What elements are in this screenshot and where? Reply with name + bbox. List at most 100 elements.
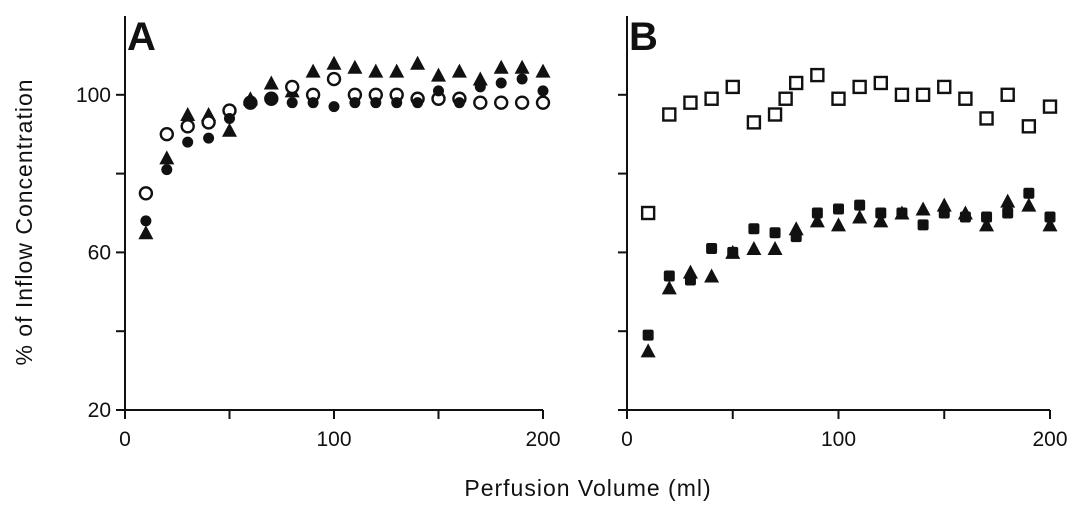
data-point <box>391 97 403 109</box>
panel-label: B <box>629 15 658 59</box>
data-point <box>852 209 868 224</box>
data-point <box>767 240 783 255</box>
data-point <box>473 95 488 110</box>
data-point <box>746 240 762 255</box>
data-point <box>640 205 656 221</box>
data-point <box>725 79 740 95</box>
data-point <box>917 219 929 231</box>
x-tick-label: 0 <box>621 428 633 451</box>
data-point <box>704 91 719 106</box>
data-point <box>915 201 931 216</box>
data-point <box>495 77 507 89</box>
data-point <box>263 75 279 90</box>
data-point <box>286 97 298 109</box>
data-point <box>1042 99 1058 114</box>
data-point <box>326 55 342 70</box>
data-point <box>937 79 952 95</box>
data-point <box>936 197 952 212</box>
data-point <box>514 59 530 74</box>
data-point <box>472 71 488 86</box>
data-point <box>161 164 173 176</box>
data-point <box>349 97 361 109</box>
data-point <box>1042 217 1058 232</box>
panel-label: A <box>127 15 156 59</box>
data-point <box>451 63 467 78</box>
data-point <box>180 119 195 134</box>
data-point <box>1021 119 1037 134</box>
data-point <box>326 71 342 87</box>
data-point <box>203 132 215 144</box>
data-point <box>514 95 530 110</box>
y-axis-title: % of Inflow Concentration <box>11 78 37 365</box>
data-point <box>789 75 804 91</box>
data-point <box>811 207 823 219</box>
data-point <box>979 111 994 126</box>
data-point <box>140 215 152 227</box>
data-point <box>661 280 677 295</box>
data-point <box>981 211 993 223</box>
data-point <box>1000 193 1016 208</box>
data-point <box>809 213 825 228</box>
data-point <box>222 122 237 137</box>
data-point <box>831 217 846 232</box>
data-point <box>706 242 718 254</box>
y-tick-label: 20 <box>88 399 111 422</box>
data-point <box>642 329 654 341</box>
x-axis-title: Perfusion Volume (ml) <box>464 475 711 501</box>
data-point <box>704 268 720 283</box>
data-point <box>431 67 446 82</box>
data-point <box>854 199 866 211</box>
data-point <box>1000 87 1015 103</box>
x-tick-label: 0 <box>119 428 131 451</box>
data-point <box>265 93 277 105</box>
x-tick-label: 100 <box>821 428 856 451</box>
data-point <box>875 207 887 219</box>
data-point <box>201 115 216 130</box>
data-point <box>494 95 509 110</box>
data-point <box>810 67 825 83</box>
data-point <box>1002 207 1014 219</box>
x-tick-label: 100 <box>316 428 351 451</box>
data-point <box>182 136 194 148</box>
data-point <box>537 85 549 97</box>
data-point <box>683 95 698 110</box>
data-point <box>224 112 235 124</box>
data-point <box>535 95 551 110</box>
x-tick-label: 200 <box>525 428 560 451</box>
data-point <box>410 55 426 70</box>
data-point <box>180 107 196 121</box>
data-point <box>370 97 382 109</box>
data-point <box>769 227 781 239</box>
data-point <box>662 107 677 122</box>
data-point <box>368 63 384 78</box>
data-point <box>244 97 256 109</box>
data-point <box>663 270 675 282</box>
data-point <box>788 221 804 236</box>
data-point <box>873 75 888 91</box>
x-tick-label: 200 <box>1032 428 1067 451</box>
data-point <box>347 59 363 74</box>
data-point <box>307 97 319 109</box>
data-point <box>746 115 762 130</box>
series-circle-open <box>138 71 551 201</box>
data-point <box>748 223 760 235</box>
data-point <box>957 205 973 220</box>
y-tick-label: 100 <box>76 84 111 107</box>
data-point <box>285 79 300 95</box>
data-point <box>389 63 405 78</box>
data-point <box>767 107 783 122</box>
series-triangle-filled <box>640 193 1058 358</box>
data-point <box>535 63 551 78</box>
data-point <box>1023 187 1035 199</box>
data-point <box>778 91 793 106</box>
data-point <box>833 203 844 215</box>
series-triangle-filled <box>138 55 551 240</box>
data-point <box>159 150 175 165</box>
data-point <box>894 205 910 220</box>
data-point <box>852 79 867 95</box>
data-point <box>979 217 995 232</box>
series-square-open <box>640 67 1058 221</box>
data-point <box>1044 211 1056 223</box>
data-point <box>328 101 340 113</box>
